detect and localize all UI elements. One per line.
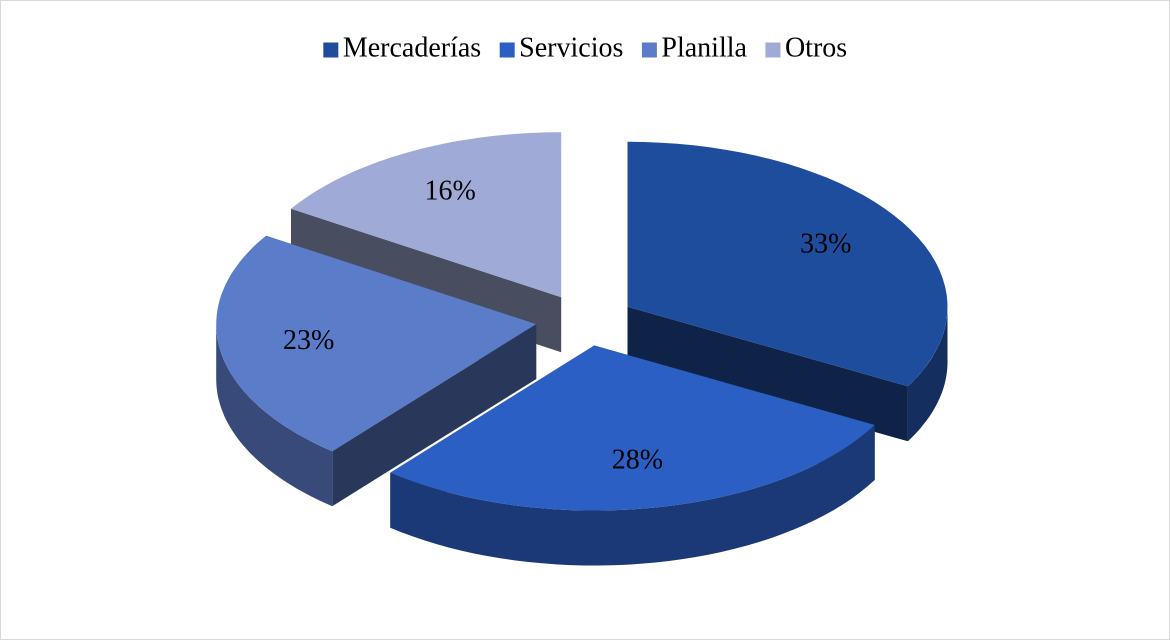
legend-label: Servicios [519, 32, 623, 63]
legend-swatch [322, 41, 340, 59]
slice [216, 235, 537, 507]
slice-radial-wall [627, 306, 908, 442]
slice-top [390, 345, 875, 511]
legend-swatch [640, 41, 658, 59]
data-label: 16% [425, 176, 476, 207]
data-label: 28% [612, 445, 663, 476]
data-label: 33% [800, 229, 851, 260]
legend-item: Planilla [640, 32, 748, 63]
legend-swatch [498, 41, 516, 59]
legend-item: Servicios [498, 32, 623, 63]
slice-top [291, 132, 562, 298]
pie: 33% 28% 23% 16% [216, 132, 948, 566]
data-label: 23% [283, 325, 334, 356]
legend-label: Planilla [661, 32, 747, 63]
legend: Mercaderías Servicios Planilla Otros [322, 32, 847, 63]
slice [390, 345, 875, 566]
legend-label: Mercaderías [343, 32, 481, 63]
slice-top [216, 235, 537, 452]
slice-radial-wall [332, 324, 537, 507]
slice-outer-wall [390, 425, 875, 566]
legend-item: Mercaderías [322, 32, 481, 63]
slice [627, 141, 948, 442]
legend-swatch [764, 41, 782, 59]
legend-label: Otros [785, 32, 847, 63]
slice-outer-wall [907, 306, 948, 442]
slice-outer-wall [216, 324, 333, 507]
slice-top [627, 141, 948, 387]
legend-item: Otros [764, 32, 847, 63]
